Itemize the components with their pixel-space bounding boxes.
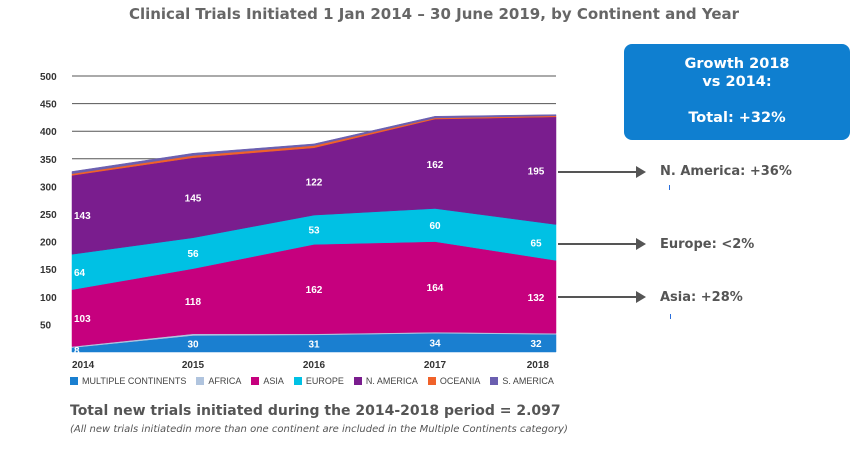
x-tick-label: 2016 (303, 360, 326, 371)
legend-label: OCEANIA (439, 376, 481, 386)
y-tick-label: 150 (40, 265, 57, 276)
y-tick-label: 450 (40, 100, 57, 111)
y-tick-label: 300 (40, 182, 57, 193)
y-tick-label: 200 (40, 238, 57, 249)
data-labels: 8 30 31 34 32 103 118 162 164 132 64 56 53 60 65 143 145… (74, 160, 545, 357)
y-tick-label: 350 (40, 155, 57, 166)
data-label: 195 (528, 167, 545, 178)
callout-asia: Asia: +28% (660, 290, 743, 305)
chart-title: Clinical Trials Initiated 1 Jan 2014 – 3… (128, 5, 740, 23)
y-tick-label: 500 (40, 72, 57, 83)
legend-swatch (293, 377, 302, 385)
callout-north-america: N. America: +36% (660, 164, 792, 179)
data-label: 162 (306, 285, 323, 296)
data-label: 122 (306, 177, 323, 188)
legend-swatch (70, 377, 78, 385)
data-label: 164 (427, 283, 444, 294)
area-series (71, 114, 557, 353)
marker-tick (670, 314, 671, 319)
legend-item: S. AMERICA (490, 376, 554, 386)
callout-arrows (558, 166, 646, 303)
data-label: 64 (74, 268, 86, 279)
data-label: 31 (308, 339, 320, 350)
arrow-head (636, 291, 646, 303)
data-label: 143 (74, 211, 91, 222)
data-label: 34 (429, 339, 441, 350)
legend-label: MULTIPLE CONTINENTS (82, 376, 187, 386)
growth-box-line2: vs 2014: (702, 74, 772, 90)
legend-item: N. AMERICA (353, 376, 418, 386)
legend-item: OCEANIA (427, 376, 481, 386)
data-label: 8 (74, 346, 80, 357)
x-tick-label: 2018 (527, 360, 550, 371)
data-label: 103 (74, 314, 91, 325)
data-label: 56 (187, 249, 199, 260)
legend-swatch (490, 377, 499, 385)
growth-box-total: Total: +32% (688, 110, 786, 126)
x-tick-label: 2014 (72, 360, 95, 371)
axes: 50 100 150 200 250 300 350 400 450 500 2014 2015 201… (40, 72, 549, 371)
legend-label: ASIA (263, 376, 284, 386)
marker-tick (669, 185, 670, 190)
legend-item: AFRICA (196, 376, 241, 386)
legend-swatch (427, 377, 436, 385)
data-label: 53 (308, 226, 320, 237)
growth-box-line1: Growth 2018 (684, 56, 790, 72)
x-tick-label: 2017 (424, 360, 447, 371)
data-label: 118 (185, 297, 202, 308)
legend-swatch (196, 377, 205, 385)
growth-summary-box: Growth 2018 vs 2014: Total: +32% (624, 44, 850, 140)
footnote: (All new trials initiatedin more than on… (70, 424, 568, 435)
callout-europe: Europe: <2% (660, 237, 755, 252)
legend-swatch (251, 377, 260, 385)
x-tick-label: 2015 (182, 360, 205, 371)
legend-swatch (353, 377, 362, 385)
data-label: 32 (530, 339, 542, 350)
legend-label: EUROPE (305, 376, 344, 386)
area-s-america (71, 114, 557, 174)
arrow-head (636, 238, 646, 250)
y-tick-label: 100 (40, 293, 57, 304)
legend-label: S. AMERICA (502, 376, 554, 386)
data-label: 132 (528, 293, 545, 304)
y-tick-label: 400 (40, 127, 57, 138)
legend-label: N. AMERICA (365, 376, 418, 386)
data-label: 30 (187, 340, 199, 351)
legend-item: EUROPE (293, 376, 344, 386)
arrow-head (636, 166, 646, 178)
y-tick-label: 250 (40, 210, 57, 221)
data-label: 145 (185, 194, 202, 205)
y-tick-label: 50 (40, 320, 52, 331)
data-label: 65 (530, 238, 542, 249)
legend: MULTIPLE CONTINENTS AFRICA ASIA EUROPE N. AM… (70, 376, 564, 386)
data-label: 162 (427, 160, 444, 171)
legend-label: AFRICA (208, 376, 242, 386)
legend-item: MULTIPLE CONTINENTS (70, 376, 186, 386)
data-label: 60 (429, 221, 441, 232)
total-trials-text: Total new trials initiated during the 20… (70, 403, 561, 419)
legend-item: ASIA (251, 376, 284, 386)
